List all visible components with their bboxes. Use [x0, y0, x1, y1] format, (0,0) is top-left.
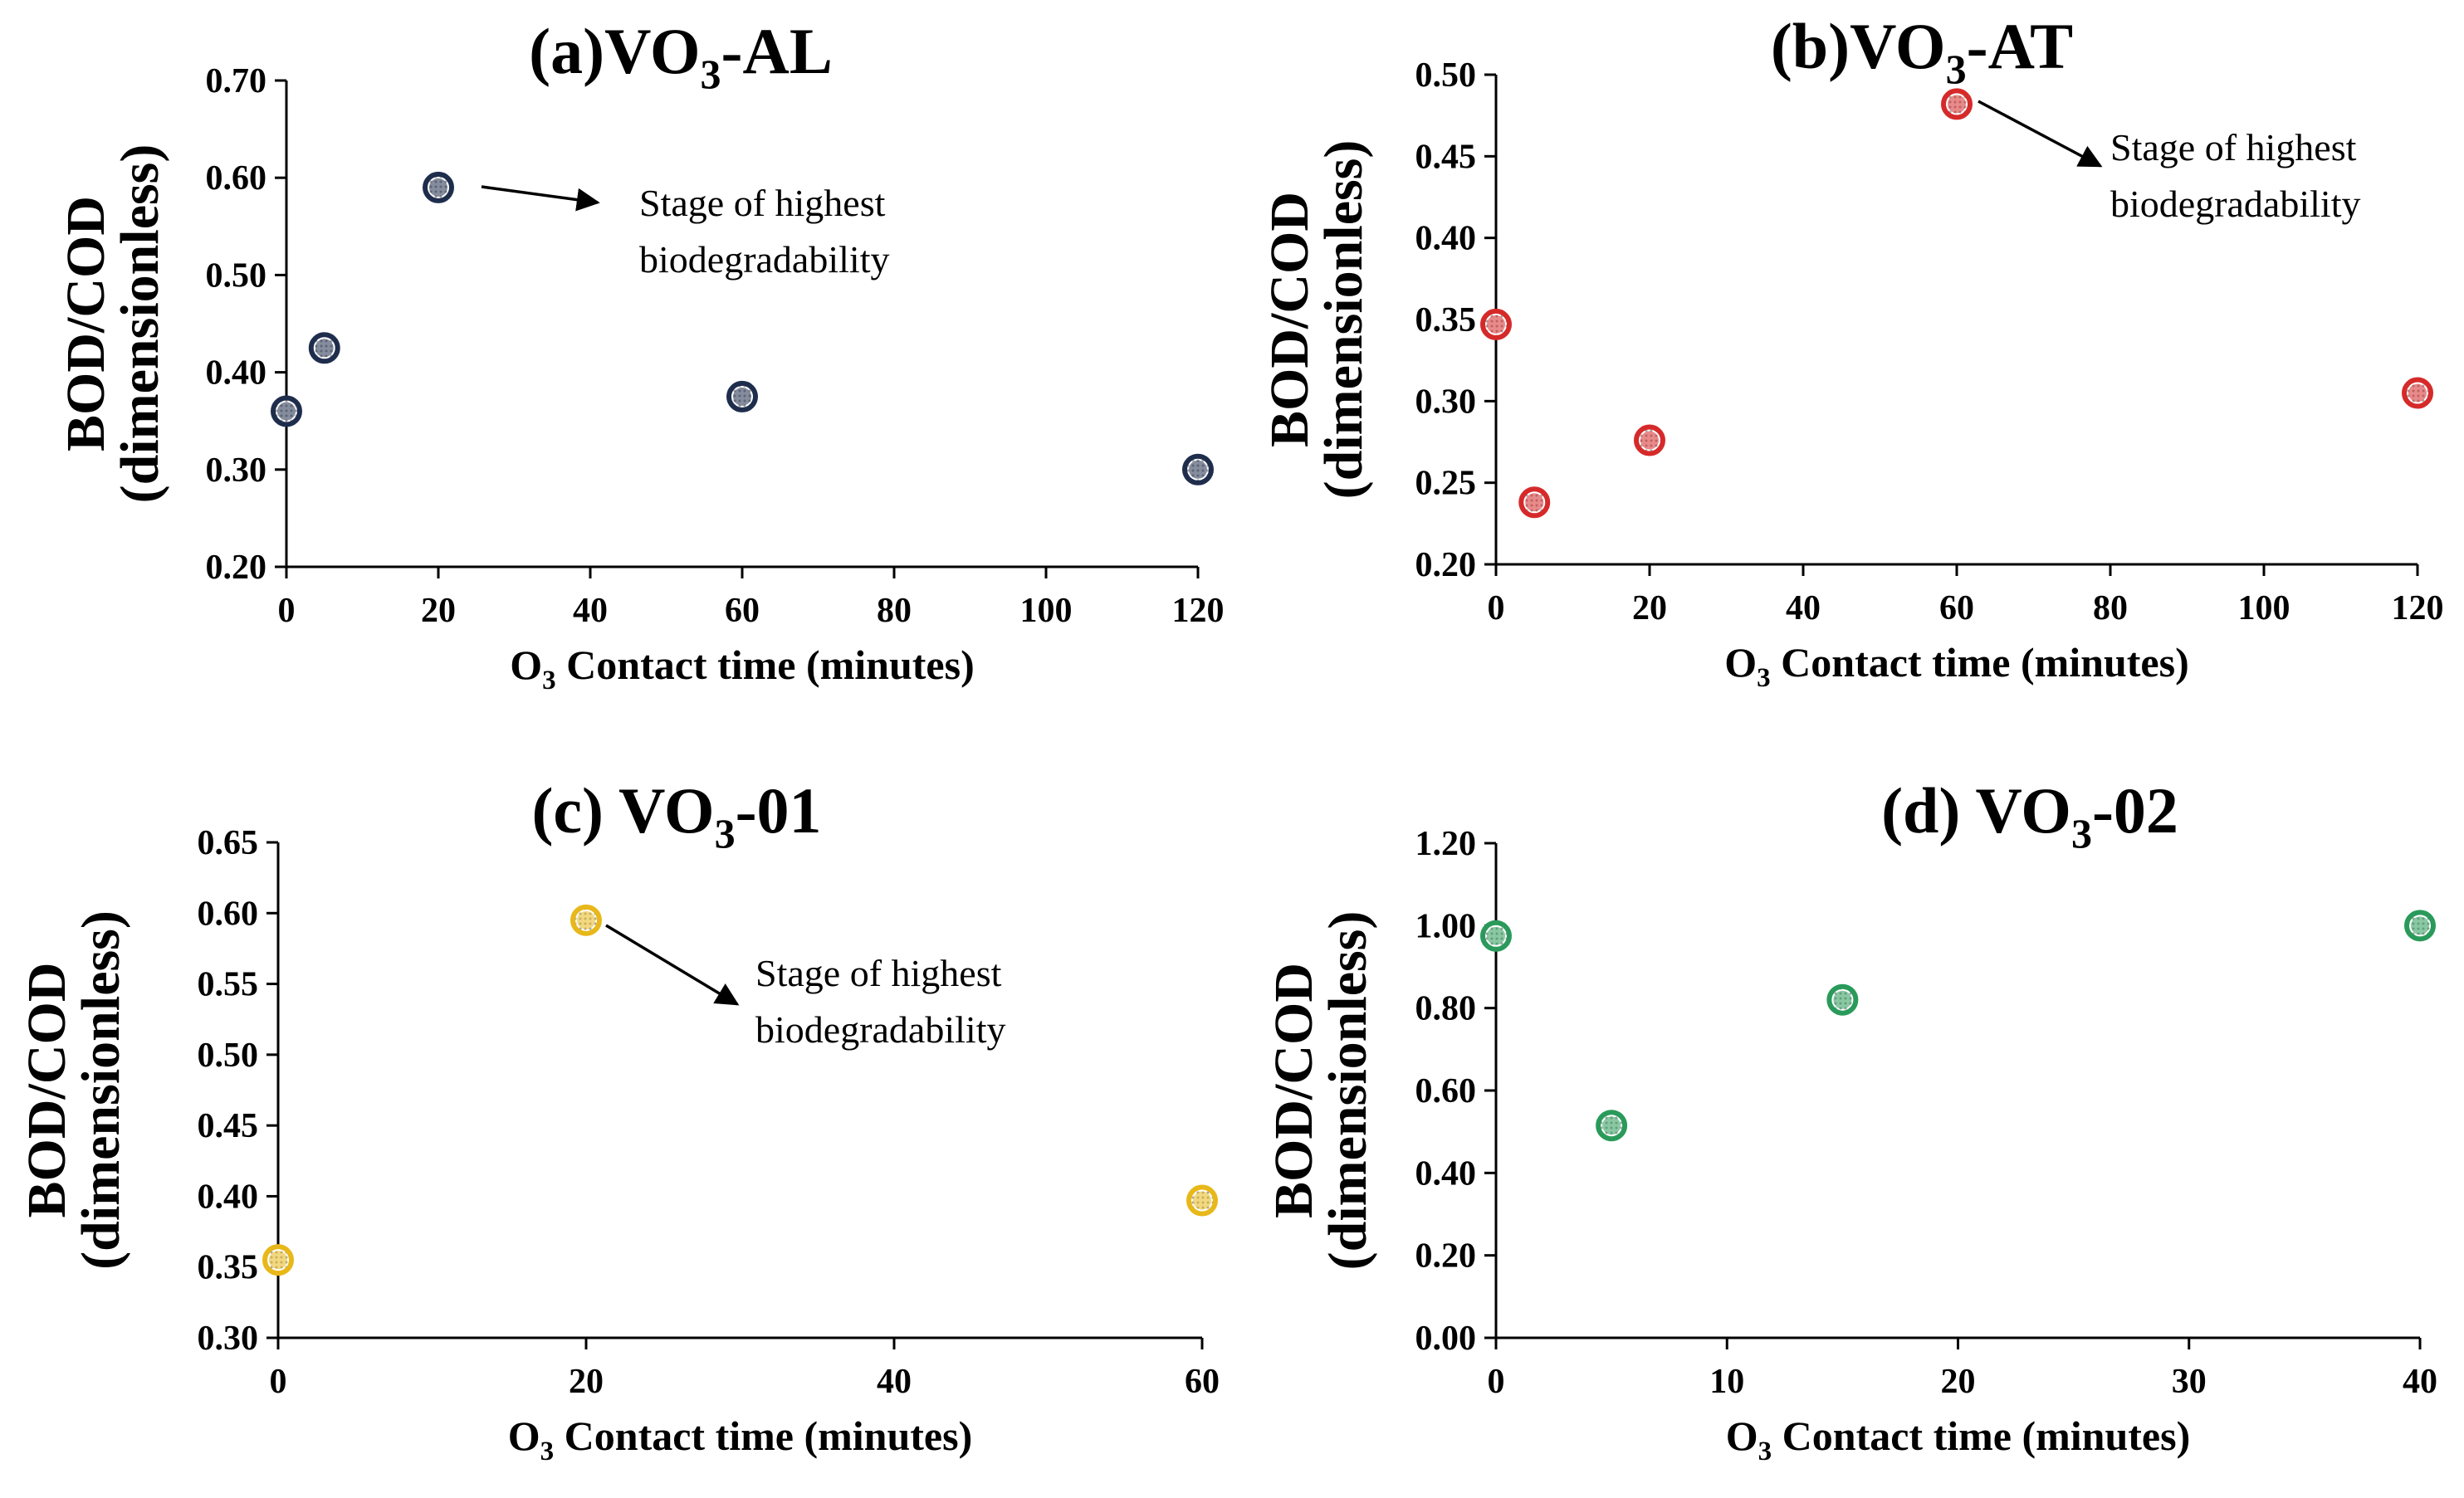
y-axis-label-line2: (dimensionless)	[71, 910, 131, 1270]
panel-title: (b)VO3-AT	[1771, 10, 2073, 92]
annotation-line2: biodegradability	[639, 238, 889, 281]
x-tick-label: 80	[2093, 589, 2128, 627]
panel-c: 0.30 0.35 0.40 0.45 0.50 0.55 0.60 0.65 0 20 40 60 O…	[17, 774, 1220, 1466]
y-tick-label: 0.70	[206, 62, 267, 100]
y-tick-label: 0.80	[1415, 990, 1477, 1028]
x-tick-label: 0	[278, 592, 296, 630]
data-point-fill	[1602, 1116, 1621, 1135]
y-tick-label: 0.45	[1415, 138, 1477, 176]
data-point-fill	[1487, 926, 1505, 945]
data-point-fill	[577, 910, 595, 930]
x-tick-label: 40	[573, 592, 608, 630]
data-point-fill	[429, 178, 447, 197]
y-axis-label-line1: BOD/COD	[1264, 963, 1324, 1218]
y-tick-label: 0.25	[1415, 465, 1477, 503]
data-point-fill	[269, 1251, 287, 1270]
annotation-arrow	[605, 924, 740, 1006]
x-tick-label: 0	[270, 1363, 287, 1401]
y-axis-label-line2: (dimensionless)	[1318, 911, 1378, 1271]
x-tick-label: 60	[1185, 1363, 1220, 1401]
data-point-fill	[1640, 431, 1659, 450]
y-tick-label: 0.40	[1415, 1154, 1477, 1193]
y-tick-label: 0.40	[198, 1178, 259, 1216]
y-tick-label: 0.50	[198, 1037, 259, 1075]
y-tick-label: 0.50	[206, 256, 267, 295]
x-tick-label: 100	[1020, 592, 1073, 630]
x-axis-label: O3 Contact time (minutes)	[1724, 639, 2188, 693]
x-tick-label: 120	[2392, 589, 2444, 627]
y-axis-label-line2: (dimensionless)	[110, 144, 170, 504]
y-tick-label: 0.40	[1415, 220, 1477, 258]
panel-title: (a)VO3-AL	[529, 15, 833, 97]
y-tick-label: 1.20	[1415, 825, 1477, 863]
y-tick-label: 0.00	[1415, 1320, 1477, 1358]
data-point-fill	[277, 402, 296, 421]
x-tick-label: 60	[1939, 589, 1974, 627]
y-axis-label-line2: (dimensionless)	[1313, 140, 1374, 500]
y-tick-label: 0.30	[206, 451, 267, 490]
panel-d: 0.00 0.20 0.40 0.60 0.80 1.00 1.20 0 10 20 30 40 O3 …	[1264, 774, 2437, 1466]
panel-title: (c) VO3-01	[531, 774, 821, 856]
annotation-line1: Stage of highest	[2110, 126, 2357, 168]
x-axis-label: O3 Contact time (minutes)	[510, 642, 974, 695]
x-tick-label: 0	[1488, 1363, 1505, 1401]
y-tick-label: 0.40	[206, 354, 267, 393]
x-tick-label: 10	[1709, 1363, 1744, 1401]
x-tick-label: 0	[1488, 589, 1505, 627]
data-point-fill	[1189, 460, 1207, 479]
y-tick-label: 0.65	[198, 824, 259, 862]
x-tick-label: 60	[725, 592, 760, 630]
data-point-fill	[2411, 916, 2429, 935]
annotation-line2: biodegradability	[755, 1008, 1005, 1051]
x-tick-label: 20	[569, 1363, 604, 1401]
y-tick-label: 0.45	[198, 1107, 259, 1145]
y-tick-label: 0.35	[198, 1249, 259, 1287]
y-axis-label-line1: BOD/COD	[56, 196, 116, 451]
x-tick-label: 40	[877, 1363, 912, 1401]
data-point-fill	[1948, 95, 1966, 114]
data-point-fill	[315, 339, 334, 358]
data-point-fill	[1193, 1191, 1211, 1210]
x-tick-label: 30	[2172, 1363, 2207, 1401]
annotation-line2: biodegradability	[2110, 183, 2360, 225]
data-point-fill	[2408, 383, 2427, 403]
y-tick-label: 0.50	[1415, 56, 1477, 95]
panel-title: (d) VO3-02	[1881, 774, 2178, 856]
y-tick-label: 0.55	[198, 966, 259, 1004]
x-tick-label: 40	[2403, 1363, 2437, 1401]
y-tick-label: 0.30	[198, 1320, 259, 1358]
x-tick-label: 20	[1941, 1363, 1976, 1401]
x-tick-label: 20	[421, 592, 456, 630]
y-tick-label: 0.35	[1415, 301, 1477, 339]
annotation-line1: Stage of highest	[639, 182, 886, 224]
x-axis-label: O3 Contact time (minutes)	[508, 1413, 972, 1466]
annotation-arrow	[1978, 100, 2103, 168]
y-axis-label-line1: BOD/COD	[17, 962, 77, 1217]
data-point-fill	[733, 387, 751, 406]
data-point-fill	[1525, 493, 1544, 512]
y-tick-label: 0.20	[1415, 546, 1477, 584]
annotation-arrow	[481, 185, 600, 212]
annotation-line1: Stage of highest	[755, 952, 1002, 994]
y-tick-label: 0.20	[206, 549, 267, 587]
y-tick-label: 0.30	[1415, 383, 1477, 421]
x-tick-label: 100	[2238, 589, 2290, 627]
x-tick-label: 120	[1172, 592, 1225, 630]
data-point-fill	[1833, 990, 1852, 1009]
y-axis-label-line1: BOD/COD	[1259, 192, 1320, 447]
x-tick-label: 20	[1632, 589, 1667, 627]
panel-a: 0.20 0.30 0.40 0.50 0.60 0.70 0 20 40 60 80 100 120 O…	[56, 15, 1225, 695]
y-tick-label: 0.60	[1415, 1072, 1477, 1110]
panel-b: 0.20 0.25 0.30 0.35 0.40 0.45 0.50 0 20 40 60 80 100…	[1259, 10, 2444, 693]
y-tick-label: 0.20	[1415, 1237, 1477, 1276]
x-axis-label: O3 Contact time (minutes)	[1726, 1413, 2190, 1466]
y-tick-label: 0.60	[206, 159, 267, 198]
x-tick-label: 80	[877, 592, 912, 630]
y-tick-label: 1.00	[1415, 907, 1477, 945]
data-point-fill	[1487, 315, 1505, 334]
y-tick-label: 0.60	[198, 895, 259, 933]
x-tick-label: 40	[1786, 589, 1821, 627]
